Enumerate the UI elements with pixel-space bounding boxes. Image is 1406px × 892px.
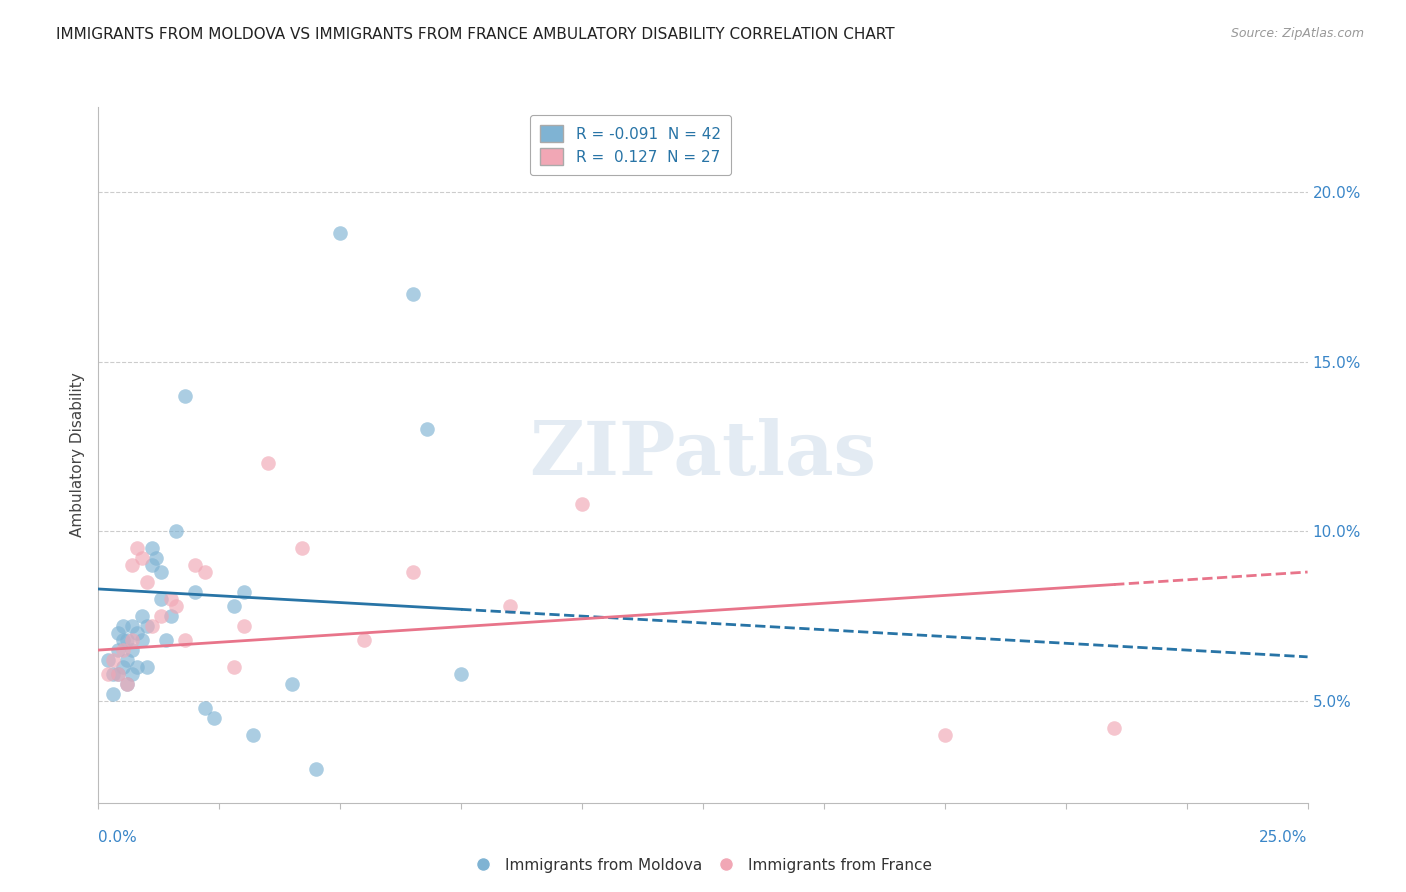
Point [290, 541, 312, 556]
Point [165, 524, 187, 539]
Point [111, 619, 134, 633]
Point [145, 551, 167, 566]
Point [150, 609, 173, 624]
Point [150, 592, 173, 607]
Point [117, 632, 139, 647]
Point [194, 565, 217, 579]
Point [1102, 721, 1125, 735]
Point [160, 609, 183, 624]
Point [121, 643, 143, 657]
Text: 25.0%: 25.0% [1260, 830, 1308, 845]
Point [121, 619, 143, 633]
Point [256, 457, 278, 471]
Point [194, 700, 217, 714]
Point [107, 626, 129, 640]
Point [127, 660, 149, 674]
Point [117, 653, 139, 667]
Point [111, 632, 134, 647]
Point [101, 687, 124, 701]
Legend: Immigrants from Moldova, Immigrants from France: Immigrants from Moldova, Immigrants from… [468, 852, 938, 879]
Point [150, 565, 173, 579]
Point [232, 619, 254, 633]
Point [101, 653, 124, 667]
Point [281, 677, 304, 691]
Point [222, 599, 245, 613]
Point [160, 592, 183, 607]
Point [416, 422, 439, 436]
Y-axis label: Ambulatory Disability: Ambulatory Disability [69, 373, 84, 537]
Point [141, 619, 163, 633]
Point [131, 609, 153, 624]
Point [131, 632, 153, 647]
Point [498, 599, 520, 613]
Point [232, 585, 254, 599]
Text: Source: ZipAtlas.com: Source: ZipAtlas.com [1230, 27, 1364, 40]
Text: IMMIGRANTS FROM MOLDOVA VS IMMIGRANTS FROM FRANCE AMBULATORY DISABILITY CORRELAT: IMMIGRANTS FROM MOLDOVA VS IMMIGRANTS FR… [56, 27, 894, 42]
Point [121, 558, 143, 573]
Point [141, 541, 163, 556]
Point [135, 575, 157, 590]
Text: ZIPatlas: ZIPatlas [530, 418, 876, 491]
Point [305, 762, 328, 776]
Point [450, 666, 472, 681]
Point [117, 677, 139, 691]
Point [117, 677, 139, 691]
Text: 0.0%: 0.0% [98, 830, 138, 845]
Point [155, 632, 177, 647]
Point [204, 711, 226, 725]
Point [135, 660, 157, 674]
Point [135, 619, 157, 633]
Point [127, 626, 149, 640]
Point [131, 551, 153, 566]
Point [222, 660, 245, 674]
Point [165, 599, 187, 613]
Point [184, 558, 207, 573]
Point [141, 558, 163, 573]
Point [353, 632, 375, 647]
Point [101, 666, 124, 681]
Point [121, 666, 143, 681]
Point [402, 286, 425, 301]
Point [242, 728, 264, 742]
Point [184, 585, 207, 599]
Point [174, 632, 197, 647]
Point [107, 643, 129, 657]
Point [107, 666, 129, 681]
Point [571, 497, 593, 511]
Point [121, 632, 143, 647]
Point [111, 660, 134, 674]
Point [111, 643, 134, 657]
Point [329, 226, 352, 240]
Point [402, 565, 425, 579]
Point [174, 388, 197, 402]
Point [107, 666, 129, 681]
Point [97, 666, 120, 681]
Point [127, 541, 149, 556]
Point [934, 728, 956, 742]
Point [97, 653, 120, 667]
